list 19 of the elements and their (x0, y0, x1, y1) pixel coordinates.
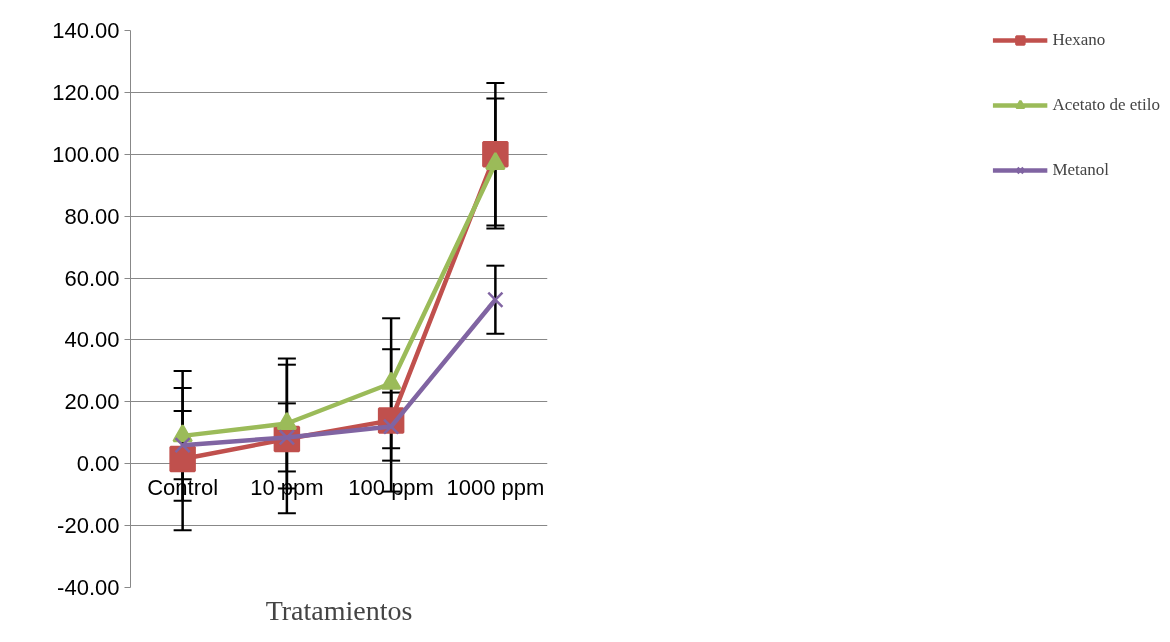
x-axis-title: Tratamientos (265, 594, 413, 626)
point (174, 436, 191, 454)
y-tick-label: -20.00 (57, 513, 120, 539)
legend-label: Acetato de etilo (1052, 95, 1160, 115)
y-tick-label: 60.00 (64, 265, 120, 291)
x-tick-label: 100 ppm (348, 474, 434, 500)
legend-label: Hexano (1052, 30, 1106, 50)
y-tick-label: 80.00 (64, 203, 120, 229)
y-tick-label: 0.00 (76, 451, 120, 477)
y-tick-label: -40.00 (57, 575, 120, 600)
y-tick-label: 120.00 (52, 79, 120, 105)
legend-label: Metanol (1052, 160, 1110, 180)
y-tick-label: 40.00 (64, 327, 120, 353)
x-tick-label: 1000 ppm (446, 474, 545, 500)
point (487, 291, 504, 309)
point (169, 445, 196, 473)
y-tick-label: 20.00 (64, 389, 120, 415)
y-tick-label: 100.00 (52, 141, 120, 167)
y-tick-label: 140.00 (52, 18, 120, 43)
